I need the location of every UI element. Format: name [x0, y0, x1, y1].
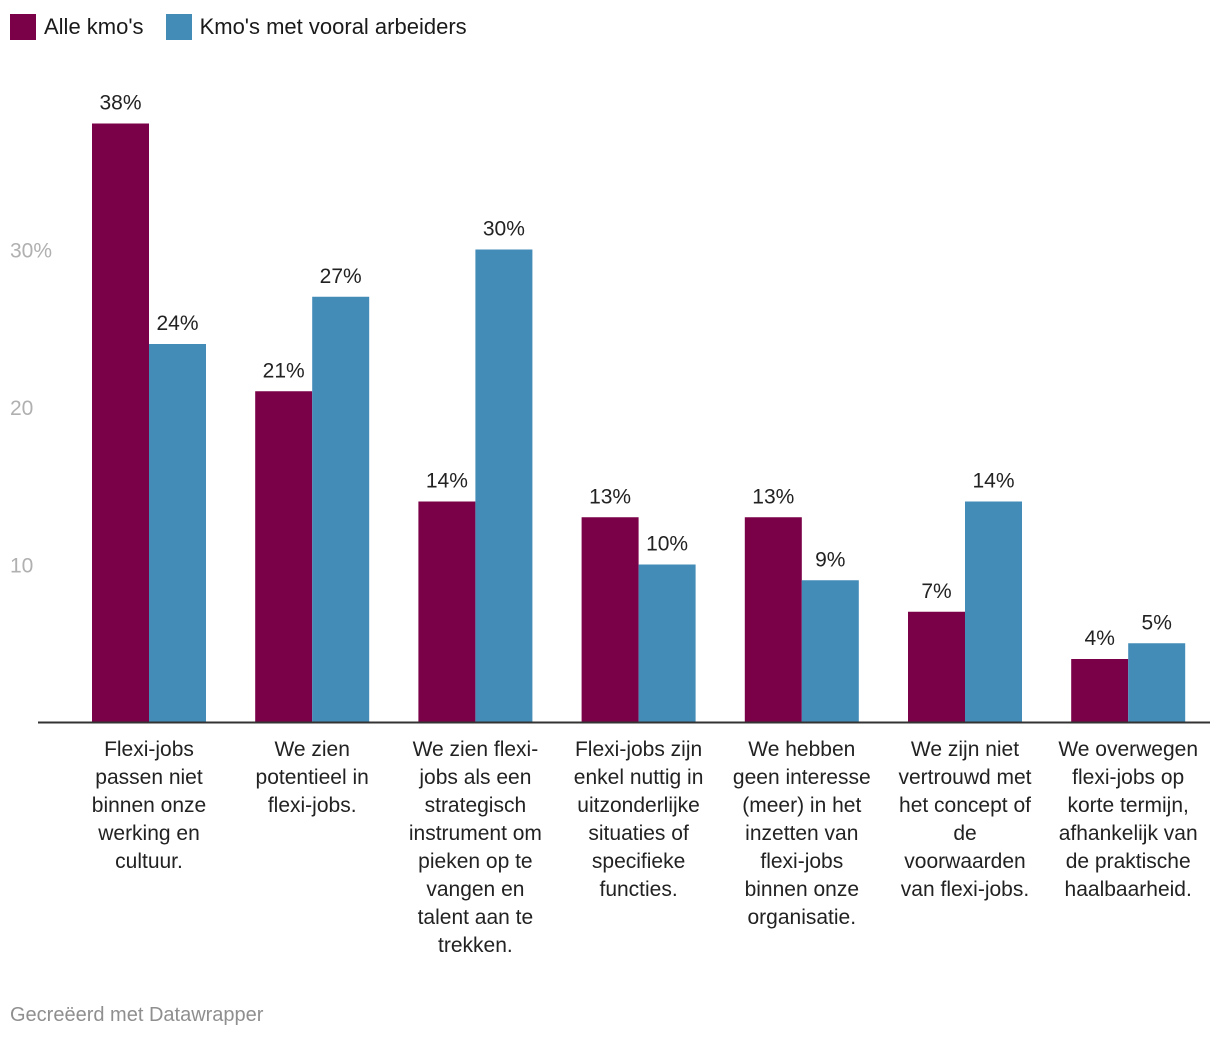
bar-s0-c1	[255, 391, 313, 722]
bar-s1-c3	[638, 564, 696, 722]
x-category-label-1: We zien potentieel in flexi-jobs.	[255, 738, 369, 817]
legend-swatch-kmos-arbeiders	[165, 14, 192, 40]
bar-s1-c2	[475, 249, 533, 722]
chart-legend: Alle kmo's Kmo's met vooral arbeiders	[10, 14, 489, 40]
x-category-label-0: Flexi-jobs passen niet binnen onze werki…	[91, 738, 207, 873]
data-label-s0-c1: 21%	[263, 359, 305, 382]
bar-s1-c1	[312, 296, 370, 722]
data-label-s1-c3: 10%	[646, 533, 688, 556]
legend-label-alle-kmos: Alle kmo's	[44, 14, 144, 39]
footer-credit: Gecreëerd met Datawrapper	[10, 1004, 264, 1026]
x-category-label-6: We overwegen flexi-jobs op korte termijn…	[1058, 738, 1199, 901]
bar-s0-c3	[581, 517, 639, 722]
data-label-s1-c5: 14%	[972, 470, 1014, 493]
legend-item-alle-kmos: Alle kmo's	[10, 14, 144, 40]
bar-s0-c2	[418, 501, 476, 722]
bar-s0-c6	[1071, 659, 1129, 722]
y-tick-label-0: 10	[10, 555, 33, 578]
data-label-s1-c0: 24%	[156, 312, 198, 335]
data-label-s0-c4: 13%	[752, 485, 794, 508]
data-label-s1-c2: 30%	[483, 218, 525, 241]
data-label-s1-c1: 27%	[320, 265, 362, 288]
data-label-s0-c3: 13%	[589, 485, 631, 508]
y-tick-label-1: 20	[10, 397, 33, 420]
bar-s1-c6	[1128, 643, 1186, 722]
data-label-s0-c0: 38%	[99, 92, 141, 115]
x-category-label-2: We zien flexi-jobs als een strategisch i…	[408, 738, 542, 957]
data-label-s0-c2: 14%	[426, 470, 468, 493]
bar-s0-c0	[92, 123, 149, 722]
bar-s0-c5	[908, 611, 965, 722]
data-label-s0-c6: 4%	[1085, 627, 1115, 650]
y-tick-label-2: 30%	[10, 240, 52, 263]
data-label-s1-c6: 5%	[1142, 611, 1172, 634]
legend-item-kmos-arbeiders: Kmo's met vooral arbeiders	[165, 14, 467, 40]
legend-label-kmos-arbeiders: Kmo's met vooral arbeiders	[199, 14, 467, 39]
bar-s1-c0	[149, 344, 206, 722]
data-label-s1-c4: 9%	[815, 548, 845, 571]
bar-s1-c4	[801, 580, 859, 722]
bar-s0-c4	[744, 517, 802, 722]
x-category-label-3: Flexi-jobs zijn enkel nuttig in uitzonde…	[573, 738, 704, 901]
x-category-label-4: We hebben geen interesse (meer) in het i…	[732, 738, 871, 929]
bar-s1-c5	[965, 501, 1022, 722]
data-label-s0-c5: 7%	[921, 580, 951, 603]
x-category-label-5: We zijn niet vertrouwd met het concept o…	[898, 738, 1032, 901]
legend-swatch-alle-kmos	[10, 14, 36, 40]
